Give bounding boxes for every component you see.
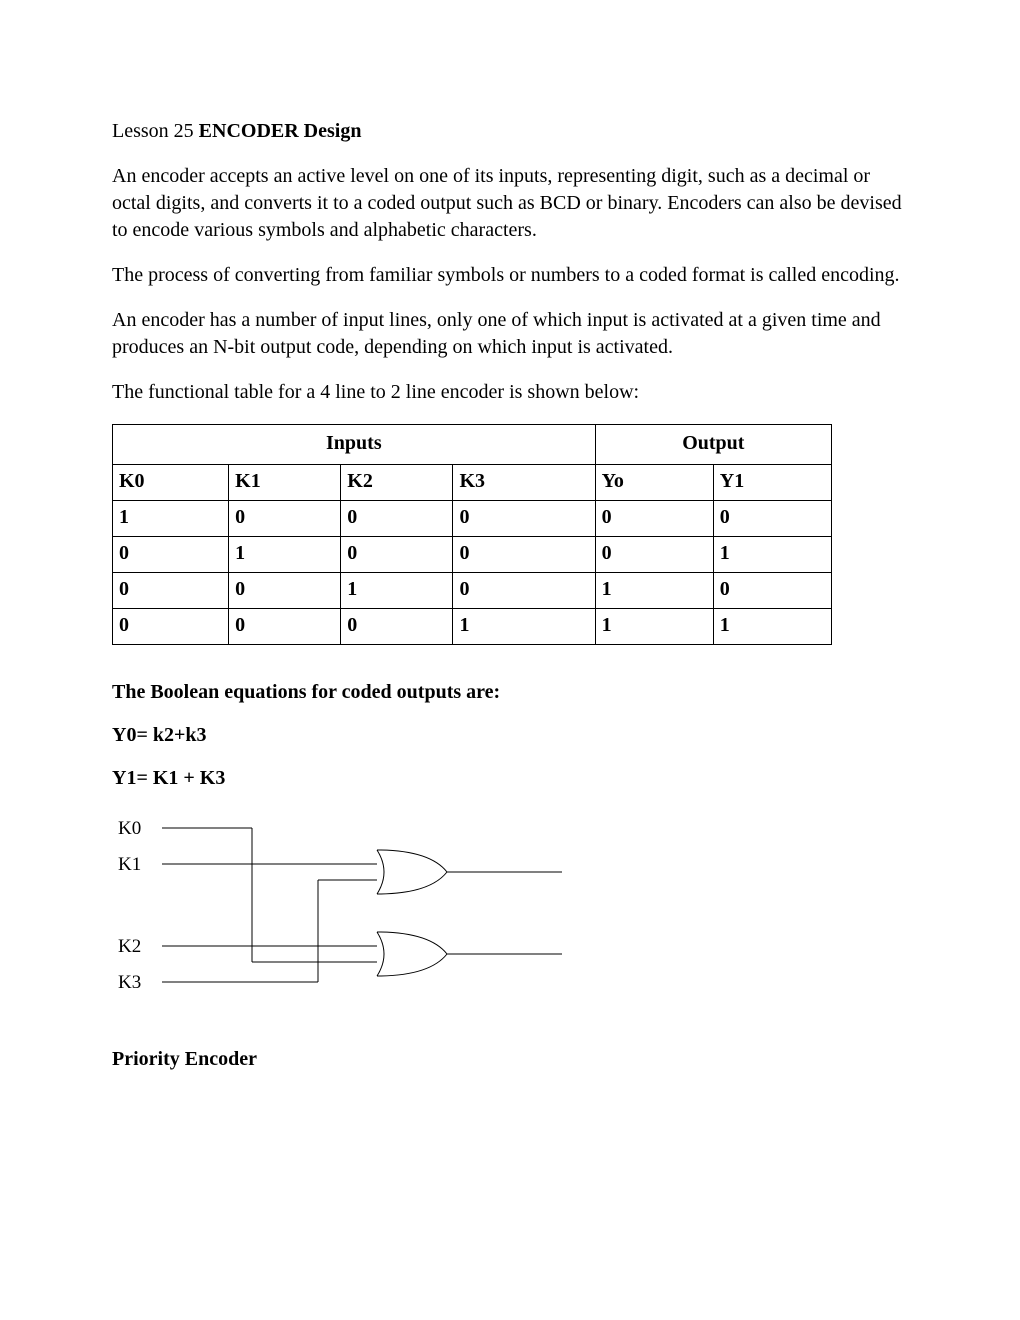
table-cell: 0	[341, 609, 453, 645]
table-cell: 0	[595, 537, 713, 573]
svg-text:K1: K1	[118, 854, 141, 875]
table-cell: 0	[229, 609, 341, 645]
table-cell: 0	[341, 501, 453, 537]
table-cell: 0	[113, 609, 229, 645]
table-cell: 0	[341, 537, 453, 573]
table-cell: 0	[453, 501, 595, 537]
table-cell: 0	[453, 573, 595, 609]
table-row: 001010	[113, 573, 832, 609]
table-cell: 1	[453, 609, 595, 645]
lesson-name: ENCODER Design	[199, 120, 362, 142]
logic-circuit-diagram: K0 K1 K2 K3	[112, 808, 910, 1018]
paragraph-3: An encoder has a number of input lines, …	[112, 307, 910, 361]
table-header-row-columns: K0K1K2K3YoY1	[113, 465, 832, 501]
paragraph-2: The process of converting from familiar …	[112, 262, 910, 289]
table-row: 100000	[113, 501, 832, 537]
table-cell: 0	[713, 573, 831, 609]
table-cell: 1	[713, 609, 831, 645]
equations-heading: The Boolean equations for coded outputs …	[112, 679, 910, 706]
column-header: K2	[341, 465, 453, 501]
table-cell: 1	[713, 537, 831, 573]
column-header: K3	[453, 465, 595, 501]
column-header: K0	[113, 465, 229, 501]
lesson-prefix: Lesson 25	[112, 120, 199, 142]
svg-text:K3: K3	[118, 972, 141, 993]
table-header-row-groups: Inputs Output	[113, 425, 832, 465]
paragraph-4: The functional table for a 4 line to 2 l…	[112, 379, 910, 406]
output-group-header: Output	[595, 425, 831, 465]
table-cell: 1	[595, 573, 713, 609]
column-header: K1	[229, 465, 341, 501]
equation-y0: Y0= k2+k3	[112, 722, 910, 749]
table-cell: 0	[113, 537, 229, 573]
lesson-title: Lesson 25 ENCODER Design	[112, 118, 910, 145]
table-cell: 0	[595, 501, 713, 537]
paragraph-1: An encoder accepts an active level on on…	[112, 163, 910, 244]
column-header: Y1	[713, 465, 831, 501]
page-content: Lesson 25 ENCODER Design An encoder acce…	[0, 0, 1020, 1073]
table-cell: 0	[113, 573, 229, 609]
svg-text:K2: K2	[118, 936, 141, 957]
inputs-group-header: Inputs	[113, 425, 596, 465]
truth-table: Inputs Output K0K1K2K3YoY1 1000000100010…	[112, 424, 832, 645]
table-cell: 1	[229, 537, 341, 573]
equation-y1: Y1= K1 + K3	[112, 765, 910, 792]
equations-block: The Boolean equations for coded outputs …	[112, 679, 910, 792]
table-cell: 0	[229, 573, 341, 609]
table-cell: 0	[229, 501, 341, 537]
table-cell: 0	[713, 501, 831, 537]
priority-encoder-heading: Priority Encoder	[112, 1046, 910, 1073]
table-cell: 1	[341, 573, 453, 609]
table-cell: 0	[453, 537, 595, 573]
table-row: 000111	[113, 609, 832, 645]
table-cell: 1	[113, 501, 229, 537]
table-row: 010001	[113, 537, 832, 573]
table-cell: 1	[595, 609, 713, 645]
column-header: Yo	[595, 465, 713, 501]
svg-text:K0: K0	[118, 818, 141, 839]
